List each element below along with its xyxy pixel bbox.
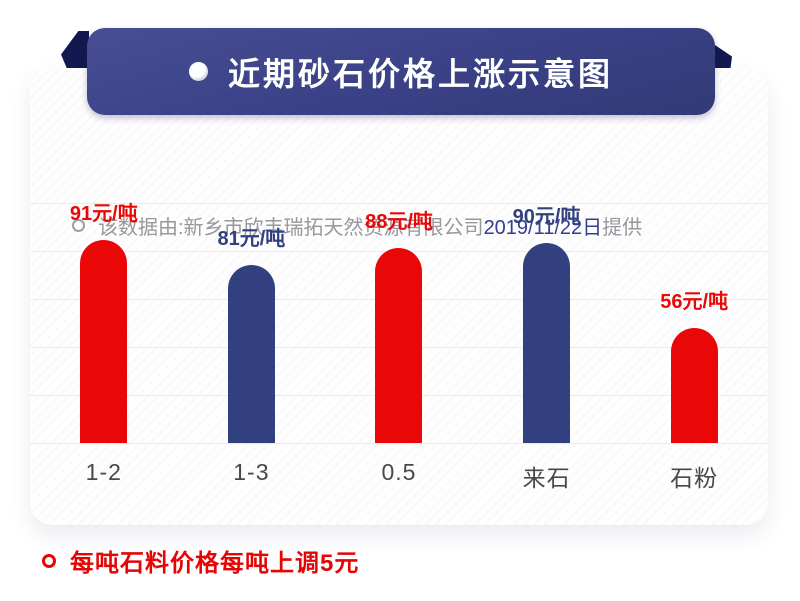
bar-value-label: 56元/吨	[660, 291, 729, 313]
title-banner: 近期砂石价格上涨示意图	[87, 28, 715, 115]
footer-note: 每吨石料价格每吨上调5元	[42, 543, 359, 578]
bar-column: 88元/吨	[325, 205, 473, 443]
category-label: 石粉	[670, 465, 719, 491]
bar-value-label: 91元/吨	[69, 203, 138, 225]
bar	[670, 328, 718, 443]
chart-panel: 该数据由:新乡市欣丰瑞拓天然资源有限公司 2019/11/22日 提供 91元/吨 …	[30, 68, 768, 525]
bar-column: 81元/吨	[178, 222, 326, 443]
bar-column: 56元/吨	[620, 285, 768, 443]
bar-chart: 91元/吨 81元/吨 88元/吨 90元/吨 56元/吨	[30, 123, 768, 443]
category-label: 1-2	[85, 459, 122, 485]
dot-bullet-icon	[188, 62, 208, 81]
page-title: 近期砂石价格上涨示意图	[227, 55, 613, 92]
category-label: 0.5	[381, 459, 417, 485]
ribbon-fold-left-icon	[61, 31, 89, 69]
source-note-date: 2019/11/22日	[483, 217, 603, 239]
source-note-suffix: 提供	[602, 217, 643, 239]
category-label: 来石	[522, 465, 571, 491]
ribbon-fold-right-icon	[712, 43, 732, 69]
bar-value-label: 90元/吨	[512, 206, 581, 228]
circle-bullet-icon	[72, 219, 85, 232]
bar	[523, 243, 571, 443]
category-label: 1-3	[233, 459, 270, 485]
bar-column: 91元/吨	[30, 197, 178, 443]
bar	[227, 265, 275, 443]
source-note-text: 该数据由:新乡市欣丰瑞拓天然资源有限公司	[98, 217, 484, 239]
ring-bullet-icon	[42, 553, 56, 568]
source-note: 该数据由:新乡市欣丰瑞拓天然资源有限公司 2019/11/22日 提供	[72, 211, 642, 240]
bar	[80, 240, 128, 443]
bar-column: 90元/吨	[473, 200, 621, 443]
bar	[375, 248, 423, 443]
bar-value-label: 81元/吨	[217, 228, 286, 250]
category-axis: 1-2 1-3 0.5 来石 石粉	[30, 459, 768, 493]
bar-value-label: 88元/吨	[365, 211, 433, 233]
footer-note-text: 每吨石料价格每吨上调5元	[70, 550, 360, 577]
